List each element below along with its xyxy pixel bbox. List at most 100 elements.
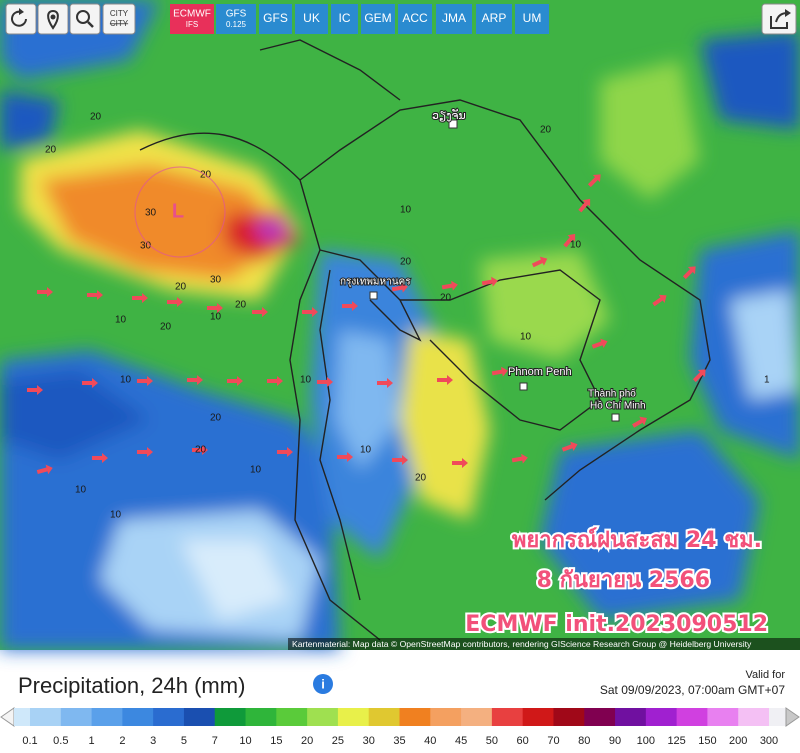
contour-label: 20 (210, 413, 222, 424)
scale-label: 3 (150, 735, 156, 747)
contour-labels: 20 20 20 30 30 30 20 20 10 10 10 20 20 10 10 10 20 10 20 20… (45, 112, 770, 521)
model-button-bg (398, 4, 432, 34)
refresh-button[interactable] (5, 3, 37, 35)
contour-label: 20 (400, 257, 412, 268)
legend-title: Precipitation, 24h (mm) (18, 673, 245, 698)
valid-label: Valid for (745, 669, 785, 681)
contour-label: 10 (250, 465, 262, 476)
scale-label: 2 (119, 735, 125, 747)
wind-arrow (207, 303, 223, 313)
wind-arrow (682, 266, 696, 280)
scale-cell (522, 708, 554, 726)
wind-arrow (561, 441, 578, 452)
model-label: UM (523, 11, 542, 25)
contour-label: 30 (145, 208, 157, 219)
contour-label: 10 (300, 375, 312, 386)
contour-label: 10 (520, 332, 532, 343)
scale-label: 0.1 (22, 735, 37, 747)
overlay-init: ECMWF init.2023090512 (465, 612, 768, 637)
wind-arrow (491, 366, 508, 377)
model-label: ECMWF (173, 9, 211, 20)
scale-cell (60, 708, 93, 726)
scale-cell (461, 708, 493, 726)
model-label: ARP (482, 11, 507, 25)
scale-cell (738, 708, 770, 726)
scale-label: 0.5 (53, 735, 68, 747)
scale-label: 100 (637, 735, 655, 747)
scale-cell (14, 708, 31, 726)
scale-label: 1 (89, 735, 95, 747)
scale-cell (430, 708, 462, 726)
contour-label: 10 (360, 445, 372, 456)
model-sublabel: 0.125 (226, 20, 247, 29)
wind-arrow (82, 378, 98, 388)
scale-label: 300 (760, 735, 778, 747)
location-button[interactable] (37, 3, 69, 35)
borders (139, 39, 711, 641)
wind-arrow (267, 376, 283, 386)
contour-label: 20 (235, 300, 247, 311)
model-label: GFS (263, 11, 288, 25)
scale-label: 40 (424, 735, 436, 747)
model-button[interactable]: JMA (436, 4, 472, 34)
scale-cell (584, 708, 616, 726)
scale-cell (245, 708, 277, 726)
model-button[interactable]: IC (331, 4, 358, 34)
wind-arrow (437, 375, 453, 385)
scale-label: 10 (239, 735, 251, 747)
wind-arrow (27, 385, 43, 395)
model-button[interactable]: GEM (361, 4, 395, 34)
scale-cell (645, 708, 678, 726)
model-button[interactable]: UK (295, 4, 328, 34)
wind-arrow (587, 174, 601, 188)
model-button-bg (216, 4, 256, 34)
legend-panel: Precipitation, 24h (mm) i Valid for Sat … (0, 669, 800, 747)
zoom-button[interactable] (69, 3, 101, 35)
city-label: Hồ Chí Minh (590, 400, 646, 412)
contour-label: 10 (115, 315, 127, 326)
city-button-label: CITY (110, 9, 129, 18)
wind-arrow (531, 256, 548, 268)
contour-label: 30 (140, 241, 152, 252)
model-button[interactable]: ACC (398, 4, 432, 34)
wind-arrow (692, 369, 706, 383)
model-button[interactable]: GFS (259, 4, 292, 34)
city-label: ວຽງຈັນ (432, 108, 466, 122)
city-label: Phnom Penh (508, 366, 572, 378)
model-button-bg (361, 4, 395, 34)
wind-arrow (563, 233, 576, 248)
wind-arrow (187, 375, 203, 385)
city-label: กรุงเทพมหานคร (340, 277, 411, 288)
city-label: Thành phố (588, 388, 636, 400)
overlay-date: 8 กันยายน 2566 (537, 568, 710, 593)
wind-arrow (132, 293, 148, 303)
scale-label: 60 (517, 735, 529, 747)
wind-arrow (137, 376, 153, 386)
wind-arrow (302, 307, 318, 317)
wind-arrow (337, 452, 353, 462)
attribution: Kartenmaterial: Map data © OpenStreetMap… (292, 639, 752, 649)
city-button[interactable]: CITY CITY (102, 3, 136, 35)
contour-label: 20 (440, 293, 452, 304)
info-button[interactable]: i (313, 674, 333, 694)
wind-arrow (87, 290, 103, 300)
scale-label: 150 (698, 735, 716, 747)
scale-cell (122, 708, 154, 726)
model-button-bg (436, 4, 472, 34)
precipitation-field: 20 20 20 30 30 30 20 20 10 10 10 20 20 10 10 10 20 10 20 20… (0, 0, 800, 650)
wind-arrow (192, 445, 208, 455)
share-button[interactable] (761, 3, 797, 35)
wind-arrow (37, 287, 53, 297)
model-sublabel: IFS (186, 20, 198, 29)
city-button-label: CITY (110, 19, 129, 28)
contour-label: 10 (570, 240, 582, 251)
wind-arrow (167, 297, 183, 307)
contour-label: 10 (75, 485, 87, 496)
model-button[interactable]: UM (515, 4, 549, 34)
model-button[interactable]: ARP (476, 4, 512, 34)
model-button-bg (170, 4, 214, 34)
